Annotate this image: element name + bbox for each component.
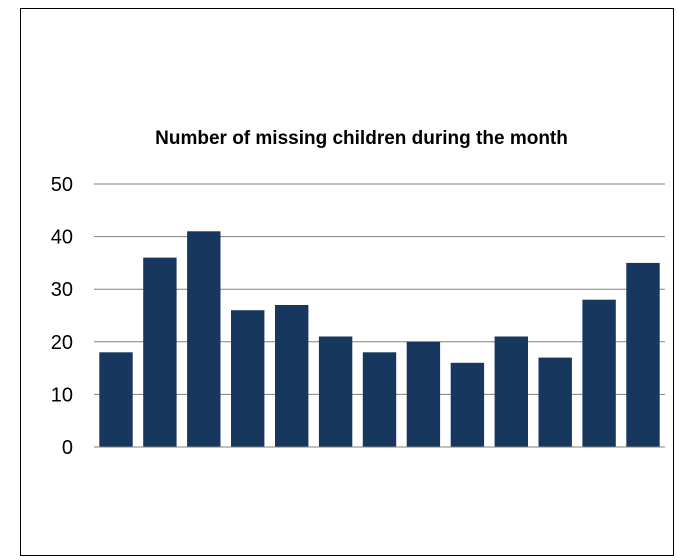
bar: [362, 352, 397, 447]
bar: [494, 336, 528, 447]
bar: [582, 299, 616, 447]
bar: [406, 341, 441, 447]
chart-frame: [20, 8, 674, 556]
y-tick-label: 10: [51, 384, 73, 406]
bar: [626, 262, 660, 447]
bar: [275, 305, 309, 447]
bar: [99, 352, 133, 447]
y-tick-label: 20: [51, 332, 73, 354]
y-tick-labels: 0 10 20 30 40 50: [51, 174, 73, 459]
y-tick-label: 40: [51, 227, 73, 249]
bar: [450, 362, 485, 447]
chart-title: Number of missing children during the mo…: [155, 128, 568, 149]
bar: [538, 357, 572, 447]
y-tick-label: 30: [51, 279, 73, 301]
bar: [318, 336, 353, 447]
y-tick-label: 50: [51, 174, 73, 196]
y-tick-label: 0: [62, 437, 73, 459]
bar: [231, 310, 265, 447]
bar: [143, 257, 177, 447]
bar: [187, 231, 221, 447]
bars: [99, 231, 660, 447]
